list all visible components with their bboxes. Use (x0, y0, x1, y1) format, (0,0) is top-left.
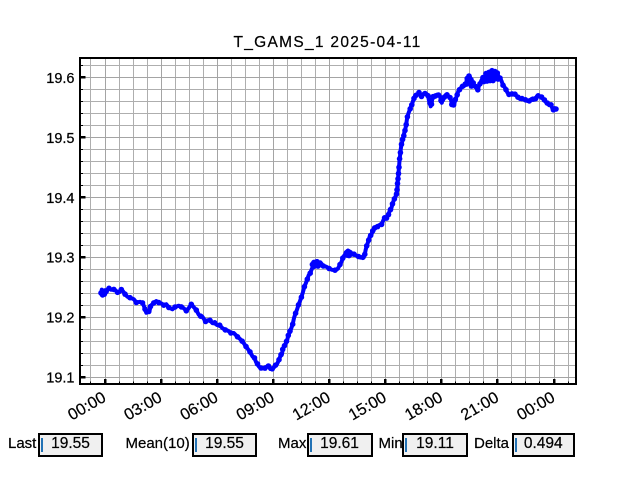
svg-text:19.6: 19.6 (46, 71, 74, 87)
svg-text:19.5: 19.5 (46, 131, 74, 147)
svg-text:19.3: 19.3 (46, 251, 74, 267)
svg-text:19.1: 19.1 (46, 371, 74, 387)
svg-text:T_GAMS_1 2025-04-11: T_GAMS_1 2025-04-11 (233, 34, 421, 51)
svg-text:19.4: 19.4 (46, 191, 74, 207)
svg-text:19.2: 19.2 (46, 311, 74, 327)
